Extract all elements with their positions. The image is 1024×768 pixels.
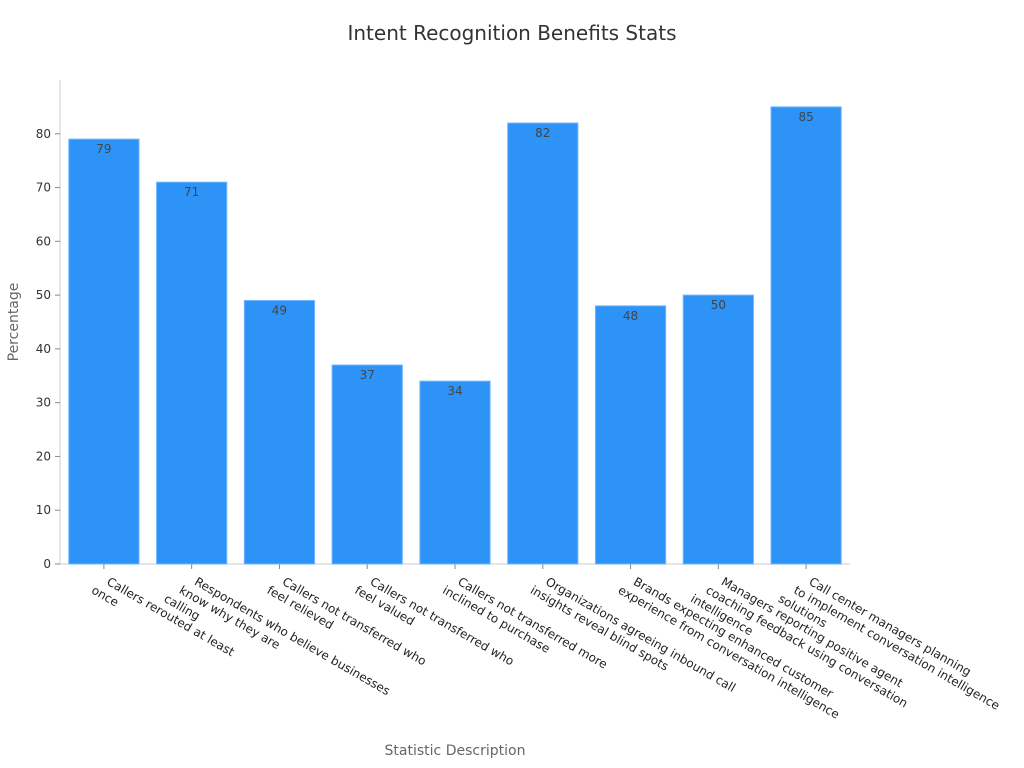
bar	[507, 122, 579, 565]
bar-value-label: 37	[360, 368, 375, 382]
y-tick-label: 40	[36, 342, 51, 356]
data-labels: 79 71 49 37 34 82 48 50 85	[96, 110, 814, 398]
bar	[331, 364, 403, 565]
bar	[594, 305, 667, 565]
y-axis-label: Percentage	[6, 283, 22, 362]
bar-value-label: 49	[272, 303, 287, 317]
bar	[243, 299, 316, 565]
bar-value-label: 79	[96, 142, 111, 156]
bar-value-label: 82	[535, 126, 550, 140]
bars	[68, 106, 842, 565]
y-tick-label: 0	[43, 557, 51, 571]
y-tick-label: 50	[36, 288, 51, 302]
bar-value-label: 48	[623, 309, 638, 323]
category-labels: Callers rerouted at leastonce Respondents…	[89, 574, 1002, 721]
bar	[682, 294, 754, 565]
y-tick-label: 70	[36, 181, 51, 195]
bar-value-label: 50	[711, 298, 726, 312]
x-axis-label: Statistic Description	[385, 743, 526, 759]
bar	[156, 181, 228, 565]
bar	[419, 380, 491, 565]
bar-value-label: 85	[798, 110, 813, 124]
y-tick-label: 20	[36, 449, 51, 463]
bar	[770, 106, 842, 565]
bar-value-label: 34	[447, 384, 462, 398]
y-tick-label: 60	[36, 234, 51, 248]
chart-title: Intent Recognition Benefits Stats	[347, 21, 676, 45]
bar	[68, 138, 140, 565]
y-tick-label: 10	[36, 503, 51, 517]
y-tick-label: 30	[36, 396, 51, 410]
bar-value-label: 71	[184, 185, 199, 199]
y-tick-label: 80	[36, 127, 51, 141]
